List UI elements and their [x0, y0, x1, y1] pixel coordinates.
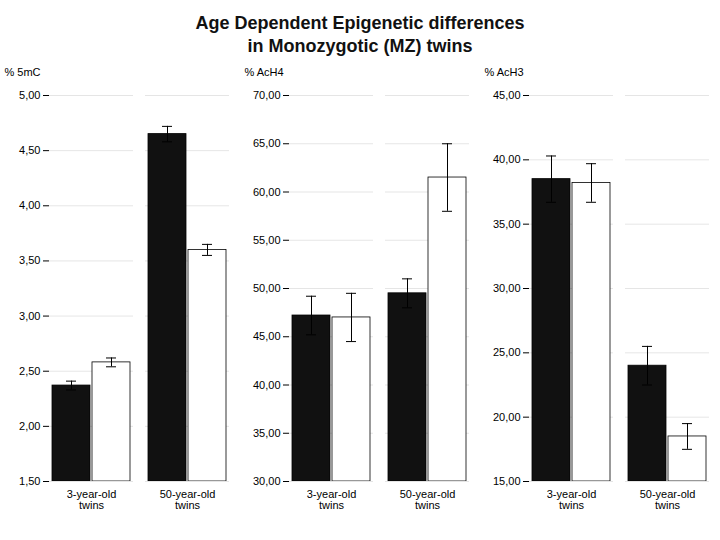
svg-text:4,50: 4,50 — [19, 144, 40, 156]
svg-text:40,00: 40,00 — [253, 379, 281, 391]
svg-text:30,00: 30,00 — [493, 282, 521, 294]
svg-text:65,00: 65,00 — [253, 137, 281, 149]
svg-text:15,00: 15,00 — [493, 475, 521, 487]
svg-text:50-year-oldtwins: 50-year-oldtwins — [640, 488, 696, 511]
svg-text:25,00: 25,00 — [493, 346, 521, 358]
svg-text:55,00: 55,00 — [253, 234, 281, 246]
svg-text:35,00: 35,00 — [253, 427, 281, 439]
svg-text:% 5mC: % 5mC — [5, 66, 41, 78]
svg-text:40,00: 40,00 — [493, 153, 521, 165]
svg-text:5,00: 5,00 — [19, 89, 40, 101]
svg-text:30,00: 30,00 — [253, 475, 281, 487]
svg-text:70,00: 70,00 — [253, 89, 281, 101]
svg-text:3,50: 3,50 — [19, 254, 40, 266]
svg-text:45,00: 45,00 — [493, 89, 521, 101]
svg-text:50,00: 50,00 — [253, 282, 281, 294]
svg-text:4,00: 4,00 — [19, 199, 40, 211]
svg-text:% AcH4: % AcH4 — [245, 66, 284, 78]
svg-text:2,00: 2,00 — [19, 420, 40, 432]
html-text:Age Dependent Epigenetic diffe: Age Dependent Epigenetic differences in … — [195, 13, 525, 56]
svg-text:45,00: 45,00 — [253, 330, 281, 342]
svg-text:50-year-oldtwins: 50-year-oldtwins — [400, 488, 456, 511]
svg-text:1,50: 1,50 — [19, 475, 40, 487]
svg-text:2,50: 2,50 — [19, 365, 40, 377]
svg-text:35,00: 35,00 — [493, 218, 521, 230]
svg-text:3-year-oldtwins: 3-year-oldtwins — [307, 488, 357, 511]
svg-text:50-year-oldtwins: 50-year-oldtwins — [160, 488, 216, 511]
svg-text:3-year-oldtwins: 3-year-oldtwins — [547, 488, 597, 511]
svg-text:3-year-oldtwins: 3-year-oldtwins — [67, 488, 117, 511]
svg-text:60,00: 60,00 — [253, 186, 281, 198]
svg-text:20,00: 20,00 — [493, 411, 521, 423]
svg-text:3,00: 3,00 — [19, 310, 40, 322]
svg-text:% AcH3: % AcH3 — [485, 66, 524, 78]
